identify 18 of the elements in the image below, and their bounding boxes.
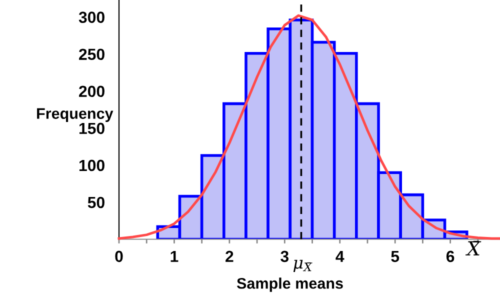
x-axis-title: Sample means [236,278,343,292]
x-tick-label: 0 [115,250,123,262]
y-tick-label: 300 [78,12,104,24]
x-tick-label: 5 [391,250,400,262]
x-tick-label: 4 [336,250,344,262]
y-tick-label: 100 [79,160,104,172]
y-tick-label: 250 [79,48,104,60]
text: X̄ [465,240,482,256]
x-tick-label: 3 [280,250,289,262]
y-tick-label: 50 [88,196,104,208]
y-tick-label: 200 [79,86,104,98]
x-tick-label: 2 [226,250,234,262]
x-tick-label: 6 [446,250,454,262]
ref-line-label: μ$_{X̄}$ [293,260,312,272]
line-series [118,14,500,240]
y-axis-title: Frequency [37,108,114,122]
x-tick-label: 1 [170,250,178,262]
y-tick-label: 150 [79,122,104,134]
